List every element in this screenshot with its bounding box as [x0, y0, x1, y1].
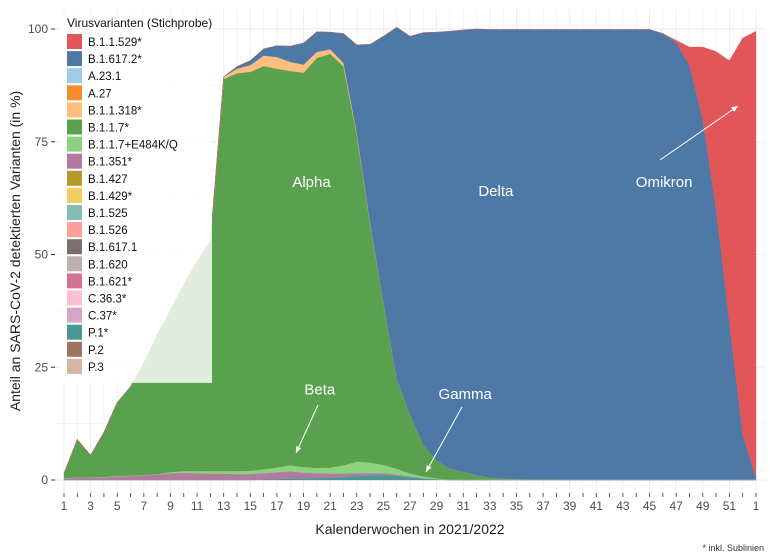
legend-entry: B.1.1.529*	[88, 37, 142, 49]
annotation-delta: Delta	[478, 183, 514, 200]
legend-entry: C.37*	[88, 311, 117, 323]
legend-entry: B.1.351*	[88, 157, 133, 169]
x-tick-label: 41	[590, 499, 604, 513]
legend-entry: B.1.617.2*	[88, 54, 142, 66]
arrow-beta	[295, 404, 319, 454]
legend-entry: B.1.429*	[88, 191, 133, 203]
legend-entry: B.1.1.318*	[88, 105, 142, 117]
y-tick-label: 50	[35, 248, 49, 262]
x-tick-label: 27	[403, 499, 417, 513]
x-tick-label: 15	[244, 499, 258, 513]
legend-entry: P.1*	[88, 328, 109, 340]
legend-swatch	[67, 307, 82, 323]
legend-swatch	[67, 256, 82, 272]
x-tick-label: 7	[141, 499, 148, 513]
legend-swatch	[67, 187, 82, 203]
y-tick-label: 100	[28, 22, 48, 36]
legend-entry: P.3	[88, 362, 104, 374]
x-tick-label: 35	[510, 499, 524, 513]
x-tick-label: 45	[643, 499, 657, 513]
lower-variant-bands	[63, 461, 756, 481]
x-tick-label: 51	[723, 499, 737, 513]
x-tick-label: 3	[87, 499, 94, 513]
legend-entry: P.2	[88, 345, 104, 357]
arrow-beta-head	[296, 446, 302, 453]
legend-entry: B.1.526	[88, 225, 128, 237]
x-tick-label: 17	[270, 499, 284, 513]
x-tick-label: 19	[297, 499, 311, 513]
legend-swatch	[67, 239, 82, 255]
legend-entry: B.1.1.7+E484K/Q	[88, 140, 178, 152]
x-tick-label: 11	[191, 499, 204, 513]
x-tick-label: 5	[114, 499, 121, 513]
legend-entry: A.27	[88, 88, 112, 100]
legend-swatch	[67, 34, 82, 49]
x-tick-label: 25	[377, 499, 391, 513]
x-tick-label: 1	[61, 499, 68, 513]
legend-swatch	[67, 51, 82, 67]
legend-entry: B.1.620	[88, 259, 128, 271]
x-tick-label: 37	[536, 499, 550, 513]
x-tick-label: 39	[563, 499, 577, 513]
legend-swatch	[67, 205, 82, 220]
legend-swatch	[67, 136, 82, 152]
x-tick-label: 23	[350, 499, 364, 513]
x-tick-label: 1	[753, 499, 760, 513]
legend: Virusvarianten (Stichprobe) B.1.1.529* B.…	[67, 16, 212, 374]
legend-swatch	[67, 85, 82, 101]
x-tick-label: 13	[217, 499, 231, 513]
annotations: Alpha Delta Omikron Beta Gamma	[292, 105, 739, 473]
area-b-1-1-529-	[63, 27, 757, 478]
legend-swatch	[67, 290, 82, 306]
legend-swatch	[67, 68, 82, 84]
annotation-omikron: Omikron	[636, 174, 693, 191]
legend-swatch	[67, 273, 82, 289]
x-tick-label: 31	[457, 499, 471, 513]
x-tick-label: 43	[616, 499, 630, 513]
x-tick-label: 49	[696, 499, 710, 513]
legend-swatch	[67, 341, 82, 357]
legend-entry: C.36.3*	[88, 294, 127, 306]
legend-swatch	[67, 153, 82, 169]
legend-entry: B.1.427	[88, 174, 128, 186]
x-tick-label: 9	[167, 499, 174, 513]
legend-entry: B.1.525	[88, 208, 128, 220]
footnote: * inkl. Sublinien	[702, 543, 764, 553]
legend-entry: B.1.1.7*	[88, 123, 129, 135]
legend-entry: A.23.1	[88, 71, 121, 83]
y-axis-title: Anteil an SARS-CoV-2 detektierten Varian…	[7, 91, 23, 411]
y-tick-label: 25	[35, 360, 49, 374]
legend-background	[59, 12, 212, 383]
legend-entry: B.1.617.1	[88, 242, 137, 254]
legend-swatch	[67, 170, 82, 186]
legend-swatch	[67, 222, 82, 238]
y-tick-label: 75	[35, 135, 49, 149]
x-tick-label: 21	[323, 499, 337, 513]
legend-swatch	[67, 102, 82, 118]
legend-swatch	[67, 358, 82, 374]
x-tick-label: 47	[669, 499, 683, 513]
x-tick-label: 29	[430, 499, 444, 513]
x-tick-label: 33	[483, 499, 497, 513]
area-b-1-1-7-e484k-q	[63, 461, 756, 481]
x-axis-title: Kalenderwochen in 2021/2022	[315, 521, 504, 537]
annotation-alpha: Alpha	[292, 174, 331, 191]
legend-swatch	[67, 324, 82, 340]
arrow-omikron	[659, 105, 739, 161]
annotation-gamma: Gamma	[439, 386, 493, 403]
y-tick-label: 0	[41, 473, 48, 487]
arrow-omikron-head	[731, 106, 738, 112]
arrow-gamma	[425, 406, 463, 473]
legend-swatch	[67, 119, 82, 135]
legend-entry: B.1.621*	[88, 276, 133, 288]
annotation-beta: Beta	[304, 381, 336, 398]
legend-title: Virusvarianten (Stichprobe)	[67, 16, 212, 30]
arrow-gamma-head	[426, 465, 432, 472]
